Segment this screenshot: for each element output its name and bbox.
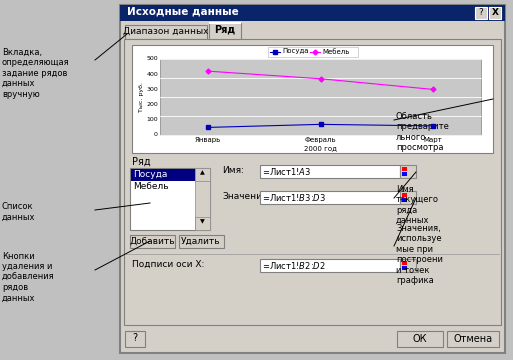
Text: 0: 0 — [154, 132, 158, 138]
Text: Имя
текущего
ряда
данных: Имя текущего ряда данных — [396, 185, 439, 225]
Bar — [130, 168, 210, 230]
Text: Список
данных: Список данных — [2, 202, 35, 221]
Bar — [402, 172, 407, 176]
Text: ?: ? — [132, 333, 137, 343]
Text: Ряд: Ряд — [214, 25, 235, 35]
Text: ?: ? — [479, 8, 483, 17]
Text: Ряд: Ряд — [132, 157, 151, 167]
Text: 500: 500 — [146, 57, 158, 62]
Bar — [397, 331, 443, 347]
Text: ОК: ОК — [413, 333, 427, 343]
Bar — [447, 331, 499, 347]
Bar — [402, 193, 407, 197]
Bar — [130, 235, 175, 248]
Text: Посуда: Посуда — [282, 49, 308, 54]
Bar — [120, 5, 505, 353]
Bar — [209, 23, 241, 39]
Bar — [131, 169, 195, 181]
Bar — [195, 217, 210, 230]
Text: ▼: ▼ — [200, 219, 204, 224]
Text: Добавить: Добавить — [129, 237, 175, 246]
Text: X: X — [491, 8, 499, 17]
Text: 2000 год: 2000 год — [304, 145, 337, 151]
Text: Значения,
используе
мые при
построени
и точек
графика: Значения, используе мые при построени и … — [396, 224, 443, 285]
Text: Вкладка,
определяющая
задание рядов
данных
вручную: Вкладка, определяющая задание рядов данн… — [2, 48, 70, 99]
Bar — [489, 7, 501, 19]
Text: ▲: ▲ — [200, 171, 204, 175]
Text: Март: Март — [423, 137, 442, 143]
Bar — [260, 259, 400, 272]
Text: 300: 300 — [146, 87, 158, 92]
Text: Кнопки
удаления и
добавления
рядов
данных: Кнопки удаления и добавления рядов данны… — [2, 252, 54, 303]
Bar — [160, 59, 481, 135]
Bar — [125, 331, 145, 347]
Bar — [125, 25, 207, 39]
Text: 400: 400 — [146, 72, 158, 77]
Text: Значения:: Значения: — [222, 192, 270, 201]
Bar — [195, 168, 210, 181]
Text: =Лист1!$B$3:$D$3: =Лист1!$B$3:$D$3 — [262, 192, 326, 203]
Bar — [402, 198, 407, 202]
Bar — [260, 191, 400, 204]
Bar — [402, 266, 407, 270]
Text: Тыс. руб.: Тыс. руб. — [139, 82, 144, 112]
Bar — [268, 47, 358, 57]
Bar — [400, 165, 416, 178]
Text: Имя:: Имя: — [222, 166, 244, 175]
Text: Удалить: Удалить — [181, 237, 221, 246]
Text: Отмена: Отмена — [453, 333, 492, 343]
Bar — [475, 7, 487, 19]
Bar — [132, 45, 493, 153]
Text: Подписи оси Х:: Подписи оси Х: — [132, 260, 204, 269]
Text: Январь: Январь — [195, 137, 221, 143]
Text: Исходные данные: Исходные данные — [127, 7, 239, 17]
Bar — [402, 261, 407, 265]
Bar — [402, 167, 407, 171]
Bar — [195, 168, 210, 230]
Text: 100: 100 — [146, 117, 158, 122]
Text: Мебель: Мебель — [322, 49, 349, 54]
Bar — [124, 39, 501, 325]
Bar — [400, 191, 416, 204]
Text: Февраль: Февраль — [305, 137, 337, 143]
Text: Посуда: Посуда — [133, 170, 167, 179]
Text: 200: 200 — [146, 102, 158, 107]
Bar — [120, 5, 505, 21]
Bar — [260, 165, 400, 178]
Bar — [400, 259, 416, 272]
Text: =Лист1!$B$2:$D$2: =Лист1!$B$2:$D$2 — [262, 260, 326, 271]
Bar — [179, 235, 224, 248]
Text: Мебель: Мебель — [133, 182, 169, 191]
Text: Диапазон данных: Диапазон данных — [123, 27, 209, 36]
Text: =Лист1!$A$3: =Лист1!$A$3 — [262, 166, 311, 177]
Text: Область
предварите
льного
просмотра: Область предварите льного просмотра — [396, 112, 449, 152]
